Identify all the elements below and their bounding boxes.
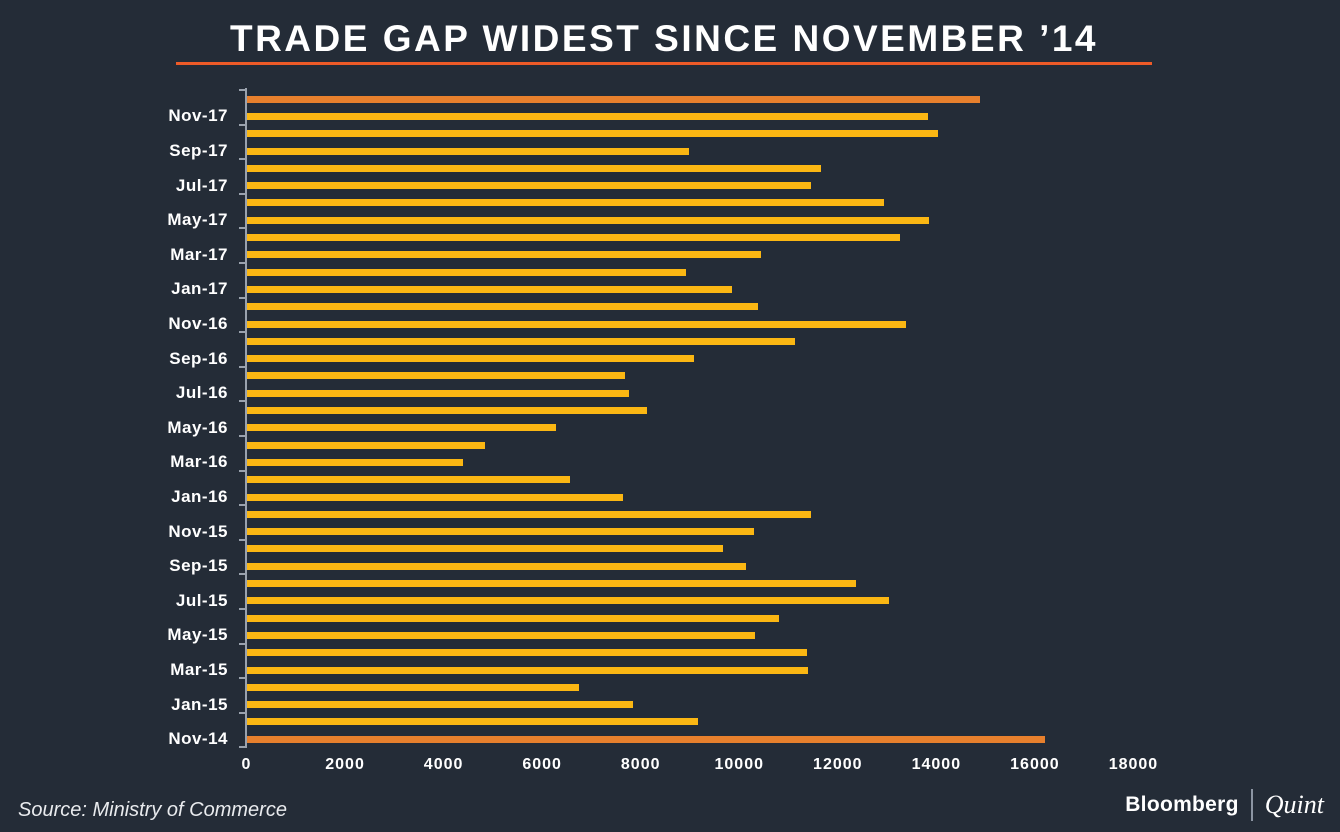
y-axis-tick (239, 123, 246, 126)
y-axis-tick (239, 262, 246, 264)
bar-May-16 (247, 424, 556, 432)
y-label-Sep-17: Sep-17 (169, 141, 228, 160)
y-axis-tick (239, 608, 246, 610)
y-axis-tick (239, 400, 246, 403)
bar-Dec-15 (247, 510, 812, 518)
bar-Aug-17 (247, 164, 821, 172)
x-tick-label-0: 0 (241, 756, 252, 773)
x-tick-label-18000: 18000 (1108, 756, 1159, 773)
y-axis-tick (239, 89, 246, 91)
y-label-Jan-17: Jan-17 (171, 279, 228, 299)
y-label-Jan-16: Jan-16 (171, 487, 228, 506)
bar-Sep-17 (247, 147, 690, 155)
source-note: Source: Ministry of Commerce (18, 799, 287, 821)
y-axis-tick (239, 538, 246, 541)
bar-Jun-16 (247, 407, 647, 414)
y-label-May-15: May-15 (167, 625, 228, 645)
bar-Aug-16 (247, 372, 625, 380)
title-underline (176, 62, 1152, 65)
bar-Jul-17 (247, 182, 812, 190)
bar-Jan-15 (247, 701, 634, 709)
y-label-Jul-17: Jul-17 (175, 175, 228, 195)
y-axis-tick (239, 504, 246, 507)
y-label-Mar-17: Mar-17 (170, 244, 228, 264)
y-label-Nov-17: Nov-17 (168, 106, 228, 126)
x-tick-label-6000: 6000 (522, 756, 562, 773)
bar-Oct-16 (247, 337, 796, 345)
bar-Oct-17 (247, 130, 938, 138)
quint-logo: Quint (1264, 790, 1324, 819)
bar-Oct-15 (247, 545, 723, 553)
y-label-Jul-16: Jul-16 (175, 383, 228, 403)
bar-Jul-15 (247, 597, 890, 605)
y-axis-tick (239, 677, 246, 680)
y-label-Sep-16: Sep-16 (169, 348, 228, 368)
y-label-Sep-15: Sep-15 (169, 556, 228, 576)
bar-Apr-15 (247, 649, 807, 657)
bar-Sep-15 (247, 562, 747, 570)
bar-May-17 (247, 216, 929, 224)
y-label-Nov-14: Nov-14 (168, 729, 228, 749)
bar-May-15 (247, 631, 755, 639)
bar-Dec-17 (247, 95, 981, 103)
y-label-Nov-15: Nov-15 (168, 521, 228, 541)
y-label-May-16: May-16 (167, 417, 228, 437)
brand-divider (1250, 789, 1253, 821)
x-tick-label-2000: 2000 (325, 756, 365, 773)
x-tick-label-4000: 4000 (423, 756, 464, 773)
chart-title: TRADE GAP WIDEST SINCE NOVEMBER ’14 (229, 18, 1099, 59)
y-axis-tick (239, 331, 246, 334)
bar-Nov-16 (247, 320, 906, 328)
bar-Dec-14 (247, 718, 699, 726)
bar-Aug-15 (247, 580, 857, 587)
bar-Jan-16 (247, 493, 624, 501)
bar-Feb-15 (247, 683, 579, 691)
x-tick-label-14000: 14000 (911, 756, 962, 773)
y-label-Mar-16: Mar-16 (170, 452, 228, 472)
y-axis-tick (239, 296, 246, 299)
y-label-Mar-15: Mar-15 (170, 660, 228, 679)
bar-Apr-16 (247, 441, 486, 449)
y-label-Jul-15: Jul-15 (175, 590, 228, 610)
y-axis-line (245, 88, 247, 748)
bar-Mar-15 (247, 666, 809, 674)
x-tick-label-10000: 10000 (714, 756, 764, 773)
y-axis-tick (239, 573, 246, 576)
bar-Feb-16 (247, 476, 571, 484)
y-label-Nov-16: Nov-16 (168, 314, 228, 333)
x-tick-label-16000: 16000 (1010, 756, 1060, 773)
y-label-May-17: May-17 (167, 210, 228, 230)
bloomberg-logo: Bloomberg (1125, 793, 1239, 816)
y-label-Jan-15: Jan-15 (171, 694, 228, 714)
bar-Apr-17 (247, 234, 900, 241)
bar-Feb-17 (247, 268, 686, 276)
y-axis-tick (239, 711, 246, 714)
x-tick-label-12000: 12000 (813, 756, 863, 773)
bar-Jun-17 (247, 199, 885, 207)
bar-Mar-16 (247, 458, 464, 466)
bar-Nov-15 (247, 528, 755, 536)
y-axis-tick (239, 227, 246, 230)
y-axis-tick (239, 365, 246, 368)
y-axis-tick (239, 158, 246, 161)
bar-Nov-17 (247, 112, 928, 120)
bar-Sep-16 (247, 355, 694, 363)
bar-Mar-17 (247, 251, 762, 259)
x-tick-label-8000: 8000 (620, 756, 661, 773)
bar-Dec-16 (247, 303, 758, 311)
bar-Nov-14 (247, 735, 1046, 743)
bar-Jun-15 (247, 614, 780, 622)
y-axis-tick (239, 435, 246, 437)
y-axis-tick (239, 642, 246, 645)
brand-logo: Bloomberg Quint (1125, 789, 1324, 821)
y-axis-tick (239, 192, 246, 195)
y-axis-tick (239, 746, 246, 749)
bar-Jul-16 (247, 389, 630, 397)
y-axis-tick (239, 469, 246, 472)
bar-Jan-17 (247, 285, 732, 293)
